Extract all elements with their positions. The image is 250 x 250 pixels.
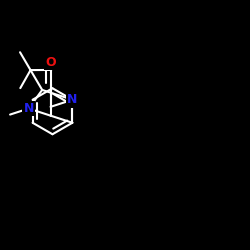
Text: O: O <box>45 56 56 68</box>
Text: N: N <box>67 93 78 106</box>
Text: N: N <box>24 102 34 115</box>
